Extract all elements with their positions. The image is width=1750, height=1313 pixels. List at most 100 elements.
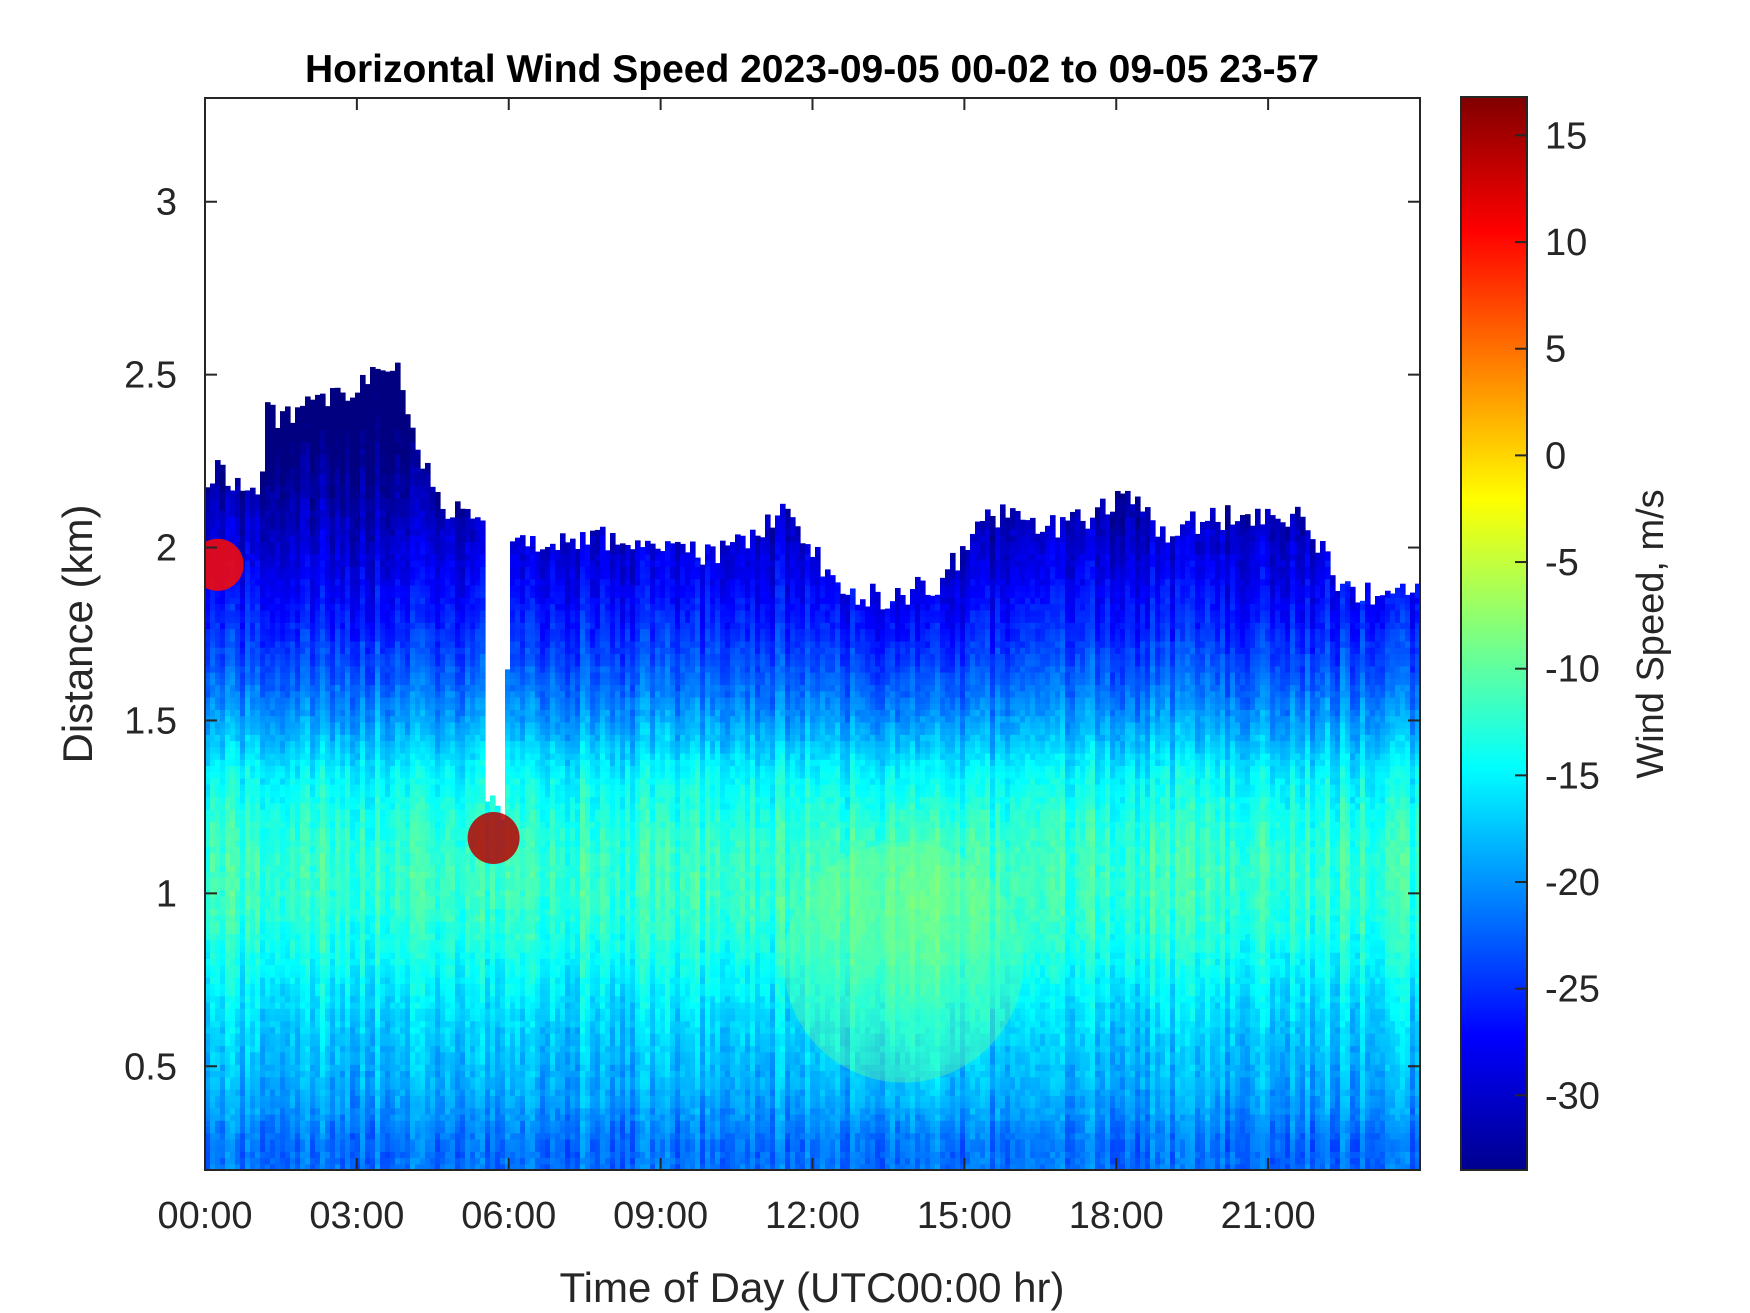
heatmap-cell — [405, 691, 411, 698]
heatmap-cell — [330, 797, 336, 804]
heatmap-cell — [395, 1133, 401, 1140]
heatmap-cell — [290, 1145, 296, 1152]
heatmap-cell — [405, 1033, 411, 1040]
heatmap-cell — [385, 859, 391, 866]
heatmap-cell — [390, 697, 396, 704]
heatmap-cell — [275, 865, 281, 872]
heatmap-cell — [370, 510, 376, 517]
heatmap-cell — [225, 672, 231, 679]
heatmap-cell — [395, 392, 401, 399]
heatmap-cell — [270, 548, 276, 555]
heatmap-cell — [295, 989, 301, 996]
heatmap-cell — [405, 1014, 411, 1021]
heatmap-cell — [240, 1126, 246, 1133]
heatmap-cell — [210, 952, 216, 959]
heatmap-cell — [390, 404, 396, 411]
heatmap-cell — [395, 828, 401, 835]
heatmap-cell — [310, 877, 316, 884]
heatmap-cell — [405, 1133, 411, 1140]
heatmap-cell — [310, 896, 316, 903]
heatmap-cell — [290, 989, 296, 996]
heatmap-cell — [240, 784, 246, 791]
heatmap-cell — [220, 1058, 226, 1065]
heatmap-cell — [330, 840, 336, 847]
heatmap-cell — [235, 1002, 241, 1009]
heatmap-cell — [245, 996, 251, 1003]
heatmap-cell — [300, 411, 306, 418]
heatmap-cell — [395, 1102, 401, 1109]
heatmap-cell — [370, 927, 376, 934]
heatmap-cell — [360, 1151, 366, 1158]
heatmap-cell — [395, 386, 401, 393]
heatmap-cell — [300, 996, 306, 1003]
heatmap-cell — [380, 467, 386, 474]
heatmap-cell — [405, 423, 411, 430]
heatmap-cell — [210, 1027, 216, 1034]
heatmap-cell — [370, 1120, 376, 1127]
heatmap-cell — [240, 896, 246, 903]
heatmap-cell — [370, 523, 376, 530]
heatmap-cell — [365, 1145, 371, 1152]
heatmap-cell — [225, 666, 231, 673]
heatmap-cell — [320, 722, 326, 729]
heatmap-cell — [400, 728, 406, 735]
heatmap-cell — [245, 1139, 251, 1146]
heatmap-cell — [330, 728, 336, 735]
heatmap-cell — [290, 765, 296, 772]
heatmap-cell — [225, 790, 231, 797]
heatmap-cell — [310, 902, 316, 909]
heatmap-cell — [265, 1126, 271, 1133]
heatmap-cell — [345, 1027, 351, 1034]
heatmap-cell — [375, 790, 381, 797]
heatmap-cell — [230, 1064, 236, 1071]
heatmap-cell — [385, 1070, 391, 1077]
heatmap-cell — [310, 996, 316, 1003]
heatmap-cell — [355, 1058, 361, 1065]
heatmap-cell — [295, 566, 301, 573]
heatmap-cell — [215, 460, 221, 461]
heatmap-cell — [405, 1158, 411, 1165]
heatmap-cell — [260, 1108, 266, 1115]
heatmap-cell — [215, 846, 221, 853]
heatmap-cell — [260, 871, 266, 878]
heatmap-cell — [370, 1027, 376, 1034]
heatmap-cell — [220, 647, 226, 654]
heatmap-cell — [345, 510, 351, 517]
heatmap-cell — [390, 510, 396, 517]
heatmap-cell — [405, 473, 411, 480]
heatmap-cell — [295, 716, 301, 723]
heatmap-cell — [325, 877, 331, 884]
heatmap-cell — [250, 709, 256, 716]
heatmap-cell — [380, 921, 386, 928]
heatmap-cell — [350, 529, 356, 536]
heatmap-cell — [395, 1077, 401, 1084]
heatmap-cell — [370, 628, 376, 635]
heatmap-cell — [395, 1114, 401, 1121]
heatmap-cell — [350, 902, 356, 909]
heatmap-cell — [280, 946, 286, 953]
heatmap-cell — [275, 628, 281, 635]
heatmap-cell — [380, 516, 386, 523]
heatmap-cell — [270, 523, 276, 530]
heatmap-cell — [250, 1014, 256, 1021]
heatmap-cell — [305, 909, 311, 916]
heatmap-cell — [330, 921, 336, 928]
heatmap-cell — [275, 616, 281, 623]
heatmap-cell — [405, 765, 411, 772]
heatmap-cell — [280, 1151, 286, 1158]
heatmap-cell — [255, 734, 261, 741]
heatmap-cell — [340, 784, 346, 791]
heatmap-cell — [260, 790, 266, 797]
heatmap-cell — [310, 442, 316, 449]
heatmap-cell — [390, 460, 396, 467]
heatmap-cell — [385, 622, 391, 629]
heatmap-cell — [345, 747, 351, 754]
heatmap-cell — [310, 1064, 316, 1071]
heatmap-cell — [290, 734, 296, 741]
heatmap-cell — [345, 1108, 351, 1115]
heatmap-cell — [380, 616, 386, 623]
heatmap-cell — [365, 384, 371, 386]
heatmap-cell — [255, 865, 261, 872]
heatmap-cell — [410, 1158, 416, 1165]
heatmap-cell — [255, 1089, 261, 1096]
